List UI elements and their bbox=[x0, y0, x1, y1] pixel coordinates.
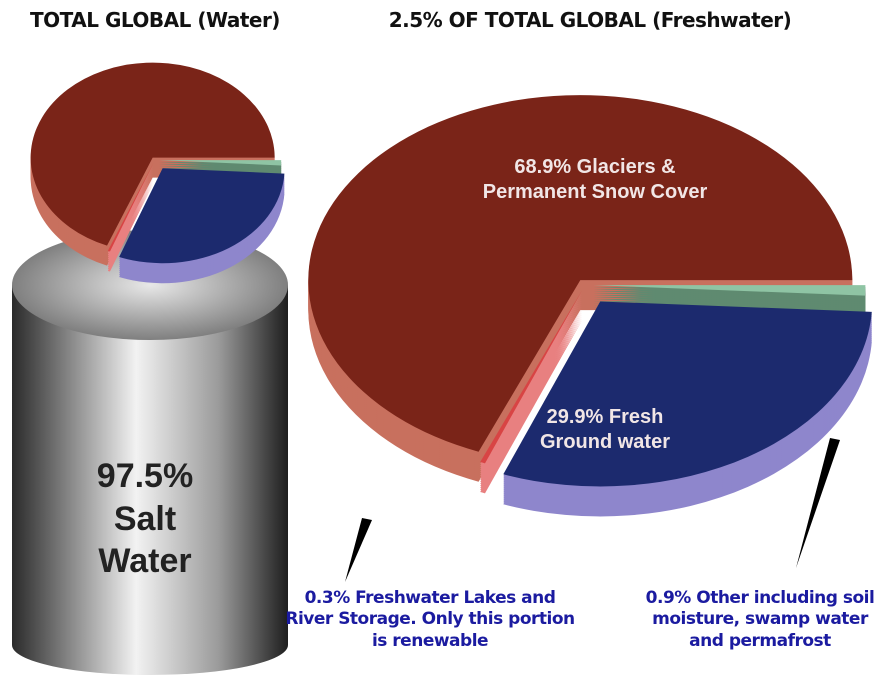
slice bbox=[159, 160, 282, 166]
chart-title: TOTAL GLOBAL (Water) bbox=[30, 8, 280, 32]
cylinder-bottom bbox=[12, 615, 288, 675]
slice bbox=[119, 168, 285, 264]
value-label: 0.9% Other including soil moisture, swam… bbox=[645, 588, 875, 651]
value-label: 29.9% Fresh Ground water bbox=[539, 406, 670, 453]
slice bbox=[593, 285, 866, 296]
pointer bbox=[796, 438, 840, 568]
value-label: 0.3% Freshwater Lakes and River Storage.… bbox=[285, 588, 575, 651]
slice bbox=[480, 290, 582, 464]
slice bbox=[30, 62, 275, 246]
value-label: 68.9% Glaciers & Permanent Snow Cover bbox=[482, 156, 708, 203]
slice bbox=[107, 162, 154, 252]
pointer bbox=[345, 518, 372, 582]
value-label: 97.5% Salt Water bbox=[96, 457, 194, 580]
chart-title: 2.5% OF TOTAL GLOBAL (Freshwater) bbox=[388, 8, 792, 32]
cylinder-body bbox=[12, 285, 288, 645]
slice bbox=[308, 95, 853, 452]
slice bbox=[503, 301, 872, 487]
